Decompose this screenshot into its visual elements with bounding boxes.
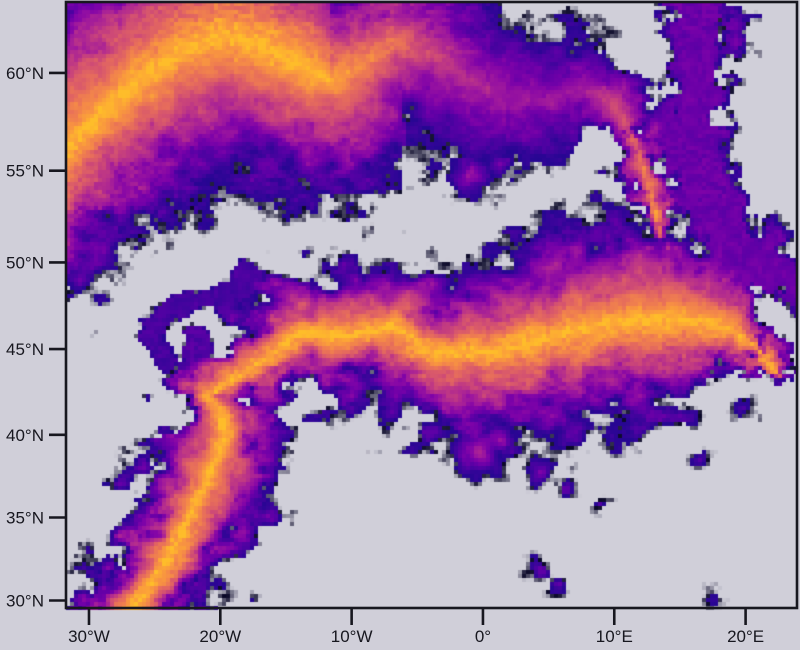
svg-text:40°N: 40°N: [6, 426, 44, 445]
svg-text:20°E: 20°E: [727, 627, 764, 646]
svg-text:50°N: 50°N: [6, 253, 44, 272]
svg-text:45°N: 45°N: [6, 340, 44, 359]
svg-text:30°W: 30°W: [68, 627, 110, 646]
svg-text:10°W: 10°W: [331, 627, 373, 646]
svg-text:20°W: 20°W: [199, 627, 241, 646]
svg-text:0°: 0°: [475, 627, 491, 646]
svg-text:60°N: 60°N: [6, 64, 44, 83]
svg-text:10°E: 10°E: [596, 627, 633, 646]
svg-text:55°N: 55°N: [6, 162, 44, 181]
svg-text:35°N: 35°N: [6, 509, 44, 528]
svg-text:30°N: 30°N: [6, 592, 44, 611]
